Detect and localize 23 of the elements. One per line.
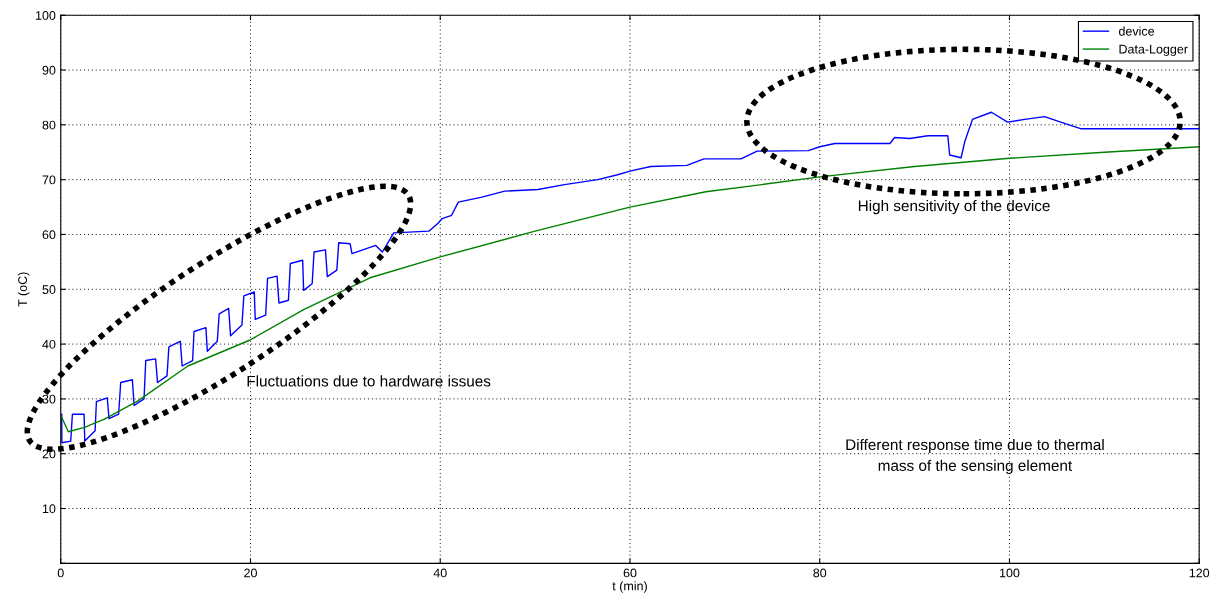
annotation: High sensitivity of the device xyxy=(858,199,1050,215)
x-tick-label: 100 xyxy=(999,568,1020,578)
y-tick-label: 60 xyxy=(42,230,56,240)
y-tick-label: 50 xyxy=(42,285,56,294)
x-tick-label: 120 xyxy=(1189,568,1210,578)
legend-label: Data-Logger xyxy=(1119,44,1188,57)
y-axis-title: T (oC) xyxy=(17,272,30,307)
x-tick-label: 40 xyxy=(433,568,447,578)
y-tick-label: 10 xyxy=(42,504,56,514)
annotation: Different response time due to thermal mass of the sensing element xyxy=(846,438,1104,475)
y-tick-label: 70 xyxy=(42,175,56,185)
x-tick-label: 0 xyxy=(57,568,64,578)
x-tick-label: 20 xyxy=(244,568,257,578)
x-axis-title: t (min) xyxy=(612,581,647,593)
x-tick-label: 80 xyxy=(813,568,827,578)
x-tick-label: 60 xyxy=(623,568,637,578)
y-tick-label: 100 xyxy=(35,11,56,20)
y-tick-label: 40 xyxy=(42,339,56,349)
y-tick-label: 90 xyxy=(42,65,56,75)
y-tick-label: 80 xyxy=(42,120,56,130)
legend-label: device xyxy=(1119,26,1155,36)
annotation: Fluctuations due to hardware issues xyxy=(247,375,491,387)
y-tick-label: 30 xyxy=(42,394,56,404)
